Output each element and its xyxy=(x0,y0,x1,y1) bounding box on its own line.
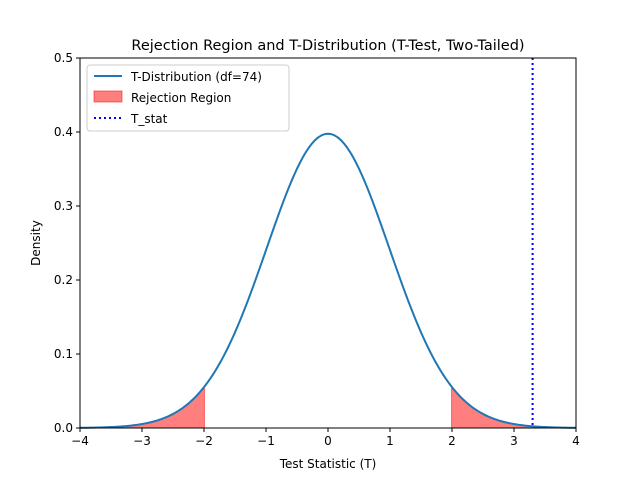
x-tick-label: −2 xyxy=(195,434,213,448)
y-tick-label: 0.5 xyxy=(54,51,73,65)
x-tick-label: 1 xyxy=(386,434,394,448)
legend-label-t-distribution: T-Distribution (df=74) xyxy=(130,70,262,84)
legend-frame xyxy=(86,64,290,132)
y-axis-label: Density xyxy=(29,220,43,266)
x-tick-label: −3 xyxy=(133,434,151,448)
x-tick-label: 3 xyxy=(510,434,518,448)
x-tick-label: 0 xyxy=(324,434,332,448)
x-tick-label: 2 xyxy=(448,434,456,448)
legend: T-Distribution (df=74) Rejection Region … xyxy=(86,64,290,132)
x-tick-label: −4 xyxy=(71,434,89,448)
y-tick-label: 0.1 xyxy=(54,347,73,361)
legend-swatch-fill xyxy=(93,90,123,103)
y-tick-label: 0.0 xyxy=(54,421,73,435)
x-axis-ticks: −4 −3 −2 −1 0 1 2 3 4 xyxy=(71,428,580,448)
t-distribution-curve xyxy=(79,132,577,429)
y-tick-label: 0.4 xyxy=(54,125,73,139)
y-tick-label: 0.3 xyxy=(54,199,73,213)
x-tick-label: 4 xyxy=(572,434,580,448)
legend-label-rejection-region: Rejection Region xyxy=(131,91,231,105)
y-tick-label: 0.2 xyxy=(54,273,73,287)
legend-label-t-stat: T_stat xyxy=(130,112,168,126)
x-axis-label: Test Statistic (T) xyxy=(279,457,377,471)
density-curve-line xyxy=(79,132,577,429)
x-tick-label: −1 xyxy=(257,434,275,448)
y-axis-ticks: 0.0 0.1 0.2 0.3 0.4 0.5 xyxy=(54,51,80,435)
chart-title: Rejection Region and T-Distribution (T-T… xyxy=(131,38,524,54)
